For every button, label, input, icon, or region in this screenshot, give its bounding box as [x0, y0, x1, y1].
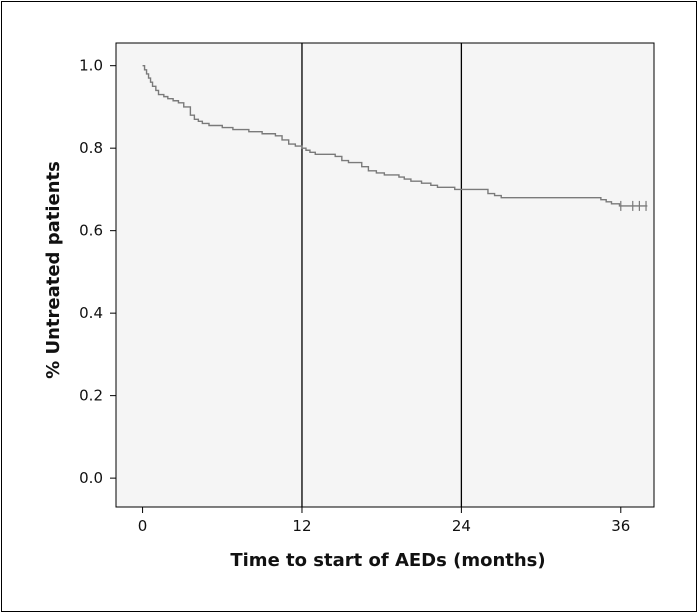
- y-tick-label-3: 0.6: [79, 222, 103, 240]
- series-layer: [142, 64, 648, 211]
- x-tick-label-24: 24: [452, 517, 471, 535]
- x-tick-label-12: 12: [292, 517, 311, 535]
- y-tick-label-5: 1.0: [79, 57, 103, 75]
- y-tick-label-1: 0.2: [79, 387, 103, 405]
- x-tick-label-36: 36: [611, 517, 630, 535]
- y-tick-label-4: 0.8: [79, 139, 103, 157]
- x-tick-label-0: 0: [138, 517, 148, 535]
- x-axis-ticks: 0 12 24 36: [138, 507, 630, 535]
- reference-lines: [301, 43, 463, 507]
- series-line-0: [142, 64, 648, 207]
- y-tick-label-2: 0.4: [79, 304, 103, 322]
- plot-area: [115, 42, 655, 508]
- y-tick-label-0: 0.0: [79, 469, 103, 487]
- y-axis-title: % Untreated patients: [43, 161, 64, 379]
- x-axis-title: Time to start of AEDs (months): [230, 550, 545, 571]
- y-axis-ticks: 0.0 0.2 0.4 0.6 0.8 1.0: [79, 57, 116, 487]
